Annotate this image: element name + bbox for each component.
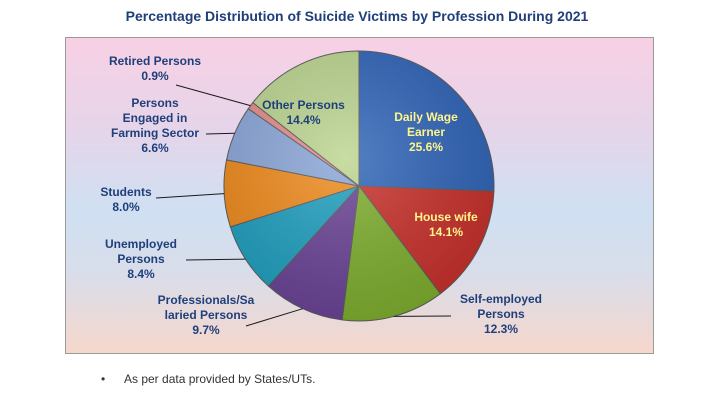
leader-line <box>155 193 225 199</box>
pie-chart <box>155 50 495 327</box>
footnote-text: As per data provided by States/UTs. <box>124 372 316 386</box>
slice-label-self-employed: Self-employed Persons 12.3% <box>459 292 543 336</box>
leader-line <box>205 132 235 135</box>
plot-area: Daily Wage Earner 25.6% House wife 14.1%… <box>65 37 654 354</box>
slice-label-retired: Retired Persons 0.9% <box>108 54 202 83</box>
slice-label-daily-wage: Daily Wage Earner 25.6% <box>394 110 458 154</box>
bullet-icon: • <box>101 372 106 386</box>
leader-line <box>245 308 303 327</box>
chart-title: Percentage Distribution of Suicide Victi… <box>125 8 589 24</box>
slice-label-house-wife: House wife 14.1% <box>414 210 478 239</box>
leader-line <box>185 258 246 261</box>
slice-label-other: Other Persons 14.4% <box>262 98 345 127</box>
leader-line <box>175 84 251 107</box>
slice-label-farming: Persons Engaged in Farming Sector 6.6% <box>110 96 200 155</box>
slice-label-students: Students 8.0% <box>100 185 152 214</box>
pie-shading <box>224 51 494 321</box>
slice-label-professionals: Professionals/Sa laried Persons 9.7% <box>157 293 255 337</box>
slice-label-unemployed: Unemployed Persons 8.4% <box>104 237 177 281</box>
